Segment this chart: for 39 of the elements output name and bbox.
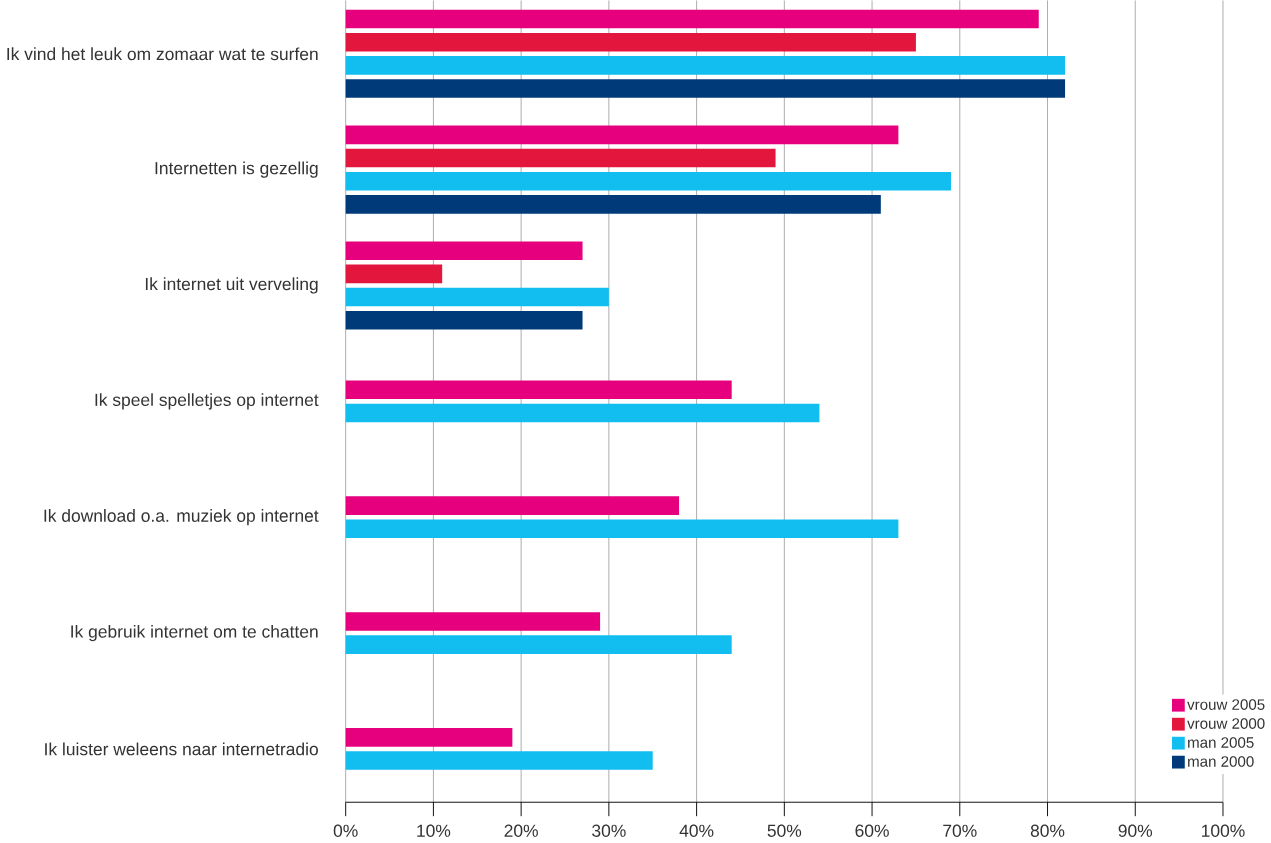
bar [345,33,916,52]
bar [345,635,732,655]
bar [345,56,1066,75]
bar [345,403,820,423]
bar [345,519,899,539]
x-tick-label: 20% [504,824,538,838]
bar [345,195,881,214]
x-tick-label: 80% [1030,824,1065,838]
y-tick-label: Ik download o.a. muziek op internet [44,509,319,526]
y-tick-label: Ik speel spelletjes op internet [95,393,319,410]
y-tick-label: Ik vind het leuk om zomaar wat te surfen [7,47,318,61]
bar [345,311,583,330]
y-tick-label: Ik gebruik internet om te chatten [71,625,318,642]
bar [345,496,680,516]
x-tick-label: 0% [333,824,358,838]
bar [345,728,513,747]
legend-label: man 2000 [1188,756,1254,767]
bar [345,79,1066,98]
y-tick-label: Ik luister weleens naar internetradio [45,742,318,756]
bar [345,380,732,400]
x-tick-label: 50% [767,824,802,838]
legend-label: vrouw 2000 [1187,718,1265,730]
y-tick-label: Internetten is gezellig [155,161,318,178]
bar [345,172,952,191]
legend-label: vrouw 2005 [1187,699,1265,711]
bar [345,148,776,168]
x-tick-label: 90% [1118,824,1153,838]
x-tick-label: 60% [855,824,889,838]
x-tick-label: 70% [943,824,977,838]
bar [345,612,601,631]
x-tick-label: 30% [592,824,626,838]
bar [345,751,653,770]
legend-label: man 2005 [1188,737,1254,749]
bar [345,264,443,284]
x-tick-label: 40% [679,824,714,838]
x-tick-label: 100% [1202,824,1245,838]
x-tick-label: 10% [417,824,451,838]
y-tick-label: Ik internet uit verveling [145,277,318,294]
bar [345,287,609,307]
